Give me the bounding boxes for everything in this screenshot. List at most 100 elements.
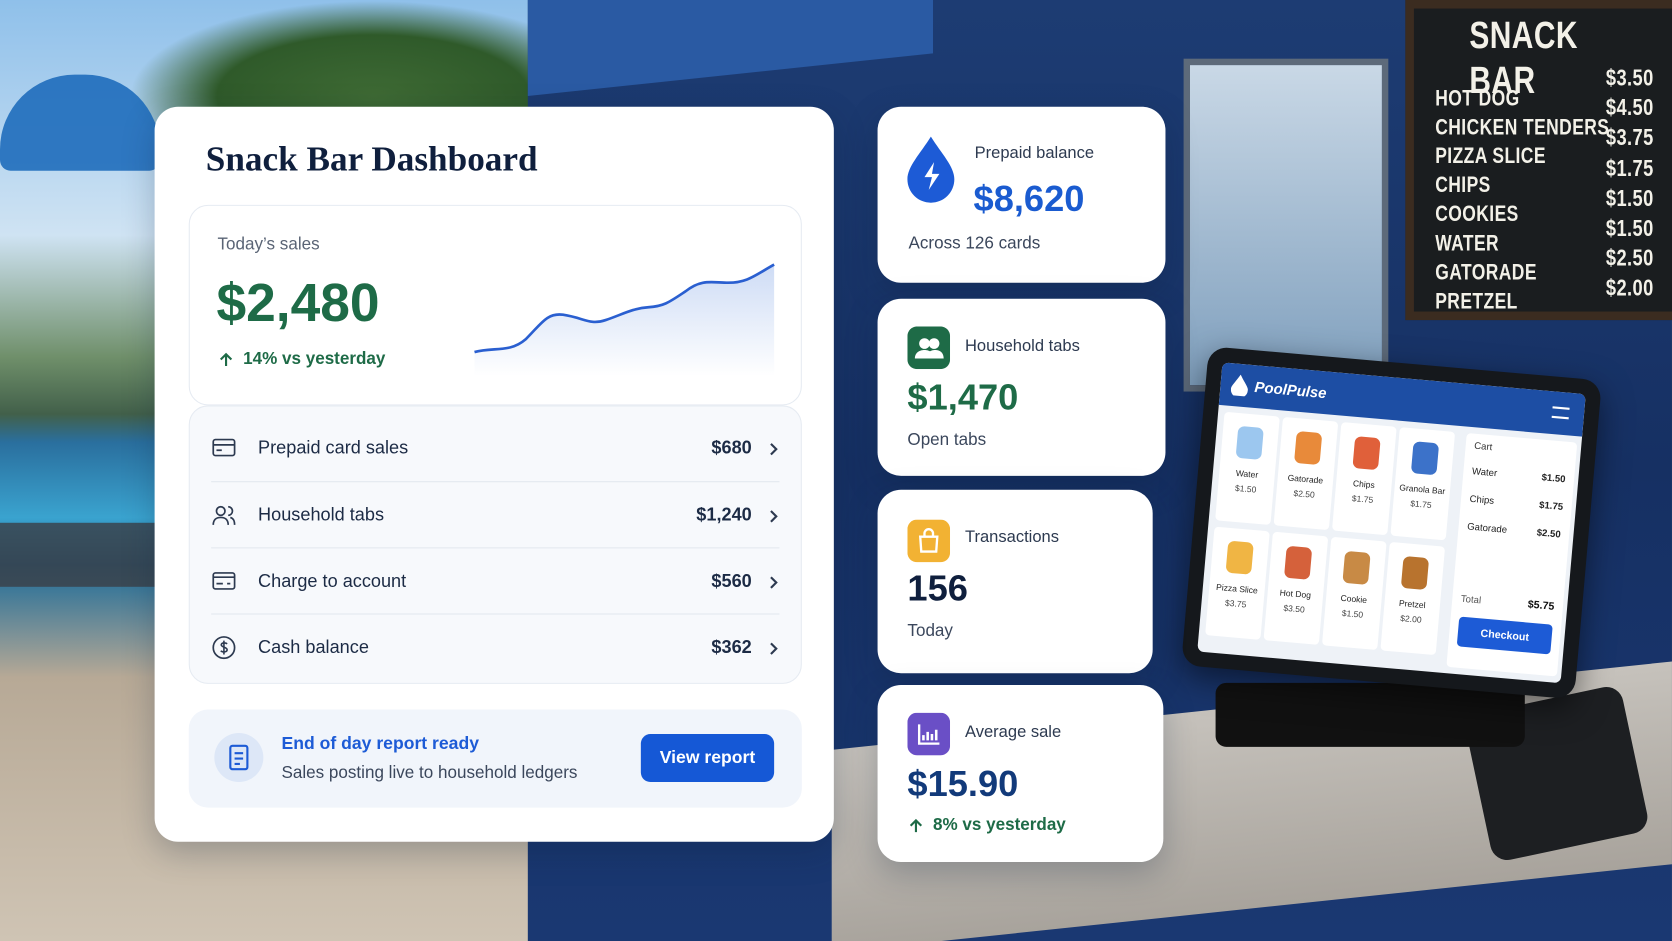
product-tile[interactable]: Hot Dog $3.50: [1263, 531, 1329, 645]
stat-note: Today: [907, 622, 953, 641]
up-arrow-svg: [909, 818, 923, 833]
view-report-button[interactable]: View report: [640, 734, 775, 783]
menu-item-name: CHIPS: [1435, 172, 1491, 198]
stat-icon: [907, 712, 951, 761]
menu-item-price: $4.50: [1605, 94, 1654, 121]
menu-item-name: WATER: [1435, 230, 1500, 256]
stat-card: Prepaid balance $8,620 Across 126 cards: [877, 106, 1166, 283]
chevron-svg: [770, 576, 778, 589]
pos-header: PoolPulse: [1218, 362, 1586, 437]
stat-label: Average sale: [965, 723, 1062, 742]
stat-value: $8,620: [973, 179, 1085, 220]
breakdown-row[interactable]: Household tabs $1,240: [211, 481, 780, 548]
pos-screen: PoolPulse Water $1.50 Gatorade $2.50 Chips $1…: [1197, 362, 1586, 684]
stat-note: Open tabs: [907, 431, 987, 450]
product-image: [1294, 430, 1323, 466]
stat-icon: [907, 326, 951, 374]
product-tile[interactable]: Granola Bar $1.75: [1390, 427, 1456, 541]
cart-item-name: Gatorade: [1466, 520, 1508, 535]
product-tile[interactable]: Cookie $1.50: [1321, 536, 1387, 651]
lounge-chair: [0, 522, 160, 587]
product-tile[interactable]: Pretzel $2.00: [1380, 541, 1446, 656]
row-label: Charge to account: [258, 570, 407, 592]
row-icon: [211, 569, 237, 595]
stat-icon-svg: [907, 326, 951, 370]
checkout-button[interactable]: Checkout: [1456, 616, 1553, 655]
stat-icon-svg: [907, 712, 951, 756]
cart-total-label: Total: [1460, 593, 1482, 606]
product-price: $1.50: [1234, 483, 1257, 495]
cart-item-name: Chips: [1469, 493, 1495, 507]
row-icon: [211, 635, 237, 661]
up-arrow: [219, 352, 233, 366]
stat-icon-svg: [907, 519, 951, 563]
dashboard-title: Snack Bar Dashboard: [205, 140, 538, 180]
menu-item-name: HOT DOG: [1435, 85, 1520, 111]
menu-item-price: $3.50: [1605, 64, 1654, 91]
menu-item-name: GATORADE: [1435, 259, 1537, 285]
chevron: [767, 574, 780, 589]
product-price: $2.00: [1399, 613, 1422, 625]
menu-item-price: $1.50: [1605, 184, 1654, 211]
stat-card: Average sale $15.90 8% vs yesterday: [877, 684, 1164, 863]
row-label: Household tabs: [258, 504, 385, 525]
row-value: $560: [711, 570, 752, 592]
product-tile[interactable]: Chips $1.75: [1331, 422, 1397, 536]
stat-icon: [907, 519, 951, 568]
row-label: Prepaid card sales: [258, 437, 409, 458]
report-panel: End of day report ready Sales posting li…: [188, 709, 802, 808]
product-tile[interactable]: Water $1.50: [1215, 411, 1280, 526]
product-tile[interactable]: Pizza Slice $3.75: [1205, 526, 1270, 640]
row-icon-svg: [212, 572, 236, 590]
product-price: $1.75: [1409, 498, 1433, 511]
product-image: [1235, 425, 1264, 460]
stat-value: $15.90: [907, 763, 1019, 805]
pos-cart: Cart Water $1.50 Chips $1.75 Gatorade $2.50 T…: [1446, 432, 1578, 677]
breakdown-row[interactable]: Charge to account $560: [211, 547, 780, 614]
report-title: End of day report ready: [281, 734, 480, 754]
pos-logo: [1230, 374, 1248, 397]
product-name: Hot Dog: [1279, 588, 1312, 601]
menu-item-price: $2.50: [1605, 244, 1654, 271]
row-icon-svg: [212, 636, 236, 660]
product-name: Pretzel: [1398, 598, 1426, 611]
stat-icon-svg: [907, 136, 955, 203]
dashboard-card: Snack Bar Dashboard Today’s sales $2,480…: [154, 106, 834, 842]
chevron-svg: [770, 443, 778, 456]
menu-icon[interactable]: [1551, 406, 1570, 420]
row-label: Cash balance: [258, 636, 369, 658]
stat-label: Prepaid balance: [974, 144, 1095, 163]
report-icon: [214, 732, 264, 783]
product-name: Water: [1235, 468, 1259, 481]
cart-item-price: $1.50: [1541, 471, 1566, 485]
breakdown-row[interactable]: Cash balance $362: [211, 613, 780, 680]
cart-item-price: $2.50: [1536, 526, 1562, 540]
menu-title: SNACK BAR: [1469, 12, 1578, 102]
pos-products: Water $1.50 Gatorade $2.50 Chips $1.75 Granola…: [1204, 411, 1460, 666]
menu-item-price: $3.75: [1605, 124, 1654, 151]
row-icon-svg: [212, 438, 236, 457]
stat-note: Across 126 cards: [908, 234, 1041, 253]
product-name: Pizza Slice: [1215, 582, 1259, 596]
stat-value: 156: [907, 568, 968, 610]
chevron-svg: [770, 642, 778, 655]
product-image: [1352, 436, 1381, 471]
menu-item-price: $2.00: [1605, 274, 1654, 301]
product-image: [1410, 441, 1440, 476]
chevron: [767, 640, 780, 655]
stat-value: $1,470: [907, 377, 1019, 419]
up-arrow: [907, 817, 924, 839]
cart-title: Cart: [1473, 440, 1493, 453]
tablet-stand: [1215, 682, 1525, 747]
product-price: $2.50: [1293, 488, 1316, 500]
chevron: [767, 441, 780, 456]
product-tile[interactable]: Gatorade $2.50: [1273, 416, 1339, 531]
breakdown-row[interactable]: Prepaid card sales $680: [211, 415, 779, 481]
stat-note: 8% vs yesterday: [933, 816, 1066, 835]
product-price: $3.50: [1283, 603, 1306, 615]
product-price: $1.50: [1341, 608, 1364, 620]
chevron: [767, 508, 780, 523]
fridge: [1183, 58, 1389, 392]
row-icon-svg: [212, 505, 236, 525]
